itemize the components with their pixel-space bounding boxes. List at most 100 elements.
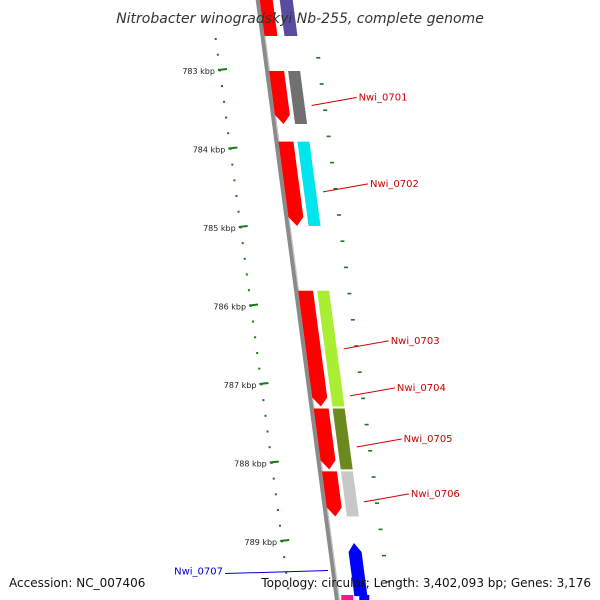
minor-tick-dot-outer — [361, 397, 366, 400]
gene-labels[interactable]: Nwi_0701 Nwi_0702 Nwi_0703 Nwi_0704 Nwi_0705… — [174, 92, 460, 577]
tick-mark — [269, 460, 279, 464]
gene-Nwi_0706[interactable] — [321, 471, 359, 517]
cds-block-partial[interactable] — [341, 595, 354, 600]
tick-label: 783 kbp — [182, 67, 215, 76]
tick-label: 789 kbp — [245, 538, 278, 547]
minor-tick-dot-inner — [283, 556, 286, 559]
cds-arrow[interactable] — [308, 369, 328, 407]
cds-arrow[interactable] — [321, 471, 342, 517]
label-leader-line — [322, 183, 369, 193]
minor-tick-dot-outer — [333, 188, 338, 190]
minor-tick-dot-inner — [245, 273, 248, 276]
minor-tick-dot-inner — [241, 242, 244, 245]
minor-tick-dot-outer — [350, 319, 355, 321]
minor-tick-dot-inner — [227, 132, 230, 135]
minor-tick-dot-inner — [262, 399, 265, 402]
gene-Nwi_0703[interactable] — [298, 290, 343, 391]
minor-tick-dot-inner — [237, 210, 240, 213]
minor-tick-dot-inner — [214, 38, 217, 40]
gene-Nwi_0702[interactable] — [278, 141, 321, 226]
minor-tick-dot-outer — [385, 581, 390, 583]
gene-label-Nwi_0705[interactable]: Nwi_0705 — [404, 434, 453, 445]
minor-tick-dot-outer — [357, 371, 362, 373]
tick-mark — [280, 539, 290, 542]
gene-features[interactable] — [259, 0, 370, 600]
tick-label: 784 kbp — [193, 146, 226, 155]
minor-tick-dot-inner — [256, 352, 259, 354]
minor-tick-dot-inner — [278, 524, 281, 527]
tick-label: 788 kbp — [234, 460, 267, 469]
minor-tick-dot-outer — [368, 450, 373, 452]
minor-tick-dot-inner — [276, 509, 279, 511]
minor-tick-dot-outer — [336, 214, 341, 216]
gene-feature-block[interactable] — [288, 71, 308, 124]
minor-tick-dot-outer — [343, 266, 348, 269]
minor-tick-dot-inner — [235, 195, 238, 197]
accession-text: Accession: NC_007406 — [9, 576, 145, 590]
cds-arrow[interactable] — [348, 543, 368, 597]
minor-tick-dot-inner — [252, 320, 255, 323]
label-leader-line — [349, 387, 396, 397]
minor-tick-dot-outer — [364, 423, 369, 426]
minor-tick-dot-inner — [272, 477, 275, 480]
label-leader-line — [311, 96, 357, 106]
tick-mark — [248, 303, 259, 307]
minor-tick-dot-inner — [266, 430, 269, 433]
feature-block-partial[interactable] — [279, 0, 298, 36]
minor-tick-dot-inner — [243, 257, 246, 260]
scale-ticks: 783 kbp 784 kbp 785 kbp 786 kbp 787 kbp 788 k… — [182, 67, 290, 547]
label-leader-line — [343, 340, 389, 350]
gene-label-Nwi_0707[interactable]: Nwi_0707 — [174, 567, 223, 578]
minor-tick-dot-outer — [330, 161, 335, 164]
gene-label-Nwi_0701[interactable]: Nwi_0701 — [359, 92, 408, 103]
minor-tick-dot-outer — [371, 476, 376, 478]
gene-label-Nwi_0706[interactable]: Nwi_0706 — [411, 489, 460, 500]
gene-feature-block[interactable] — [297, 141, 321, 226]
gene-label-Nwi_0702[interactable]: Nwi_0702 — [370, 179, 419, 190]
gene-label-Nwi_0704[interactable]: Nwi_0704 — [397, 383, 446, 394]
minor-tick-dot-outer — [323, 109, 328, 111]
gene-label-Nwi_0703[interactable]: Nwi_0703 — [391, 336, 440, 347]
gene-feature-block[interactable] — [332, 408, 353, 470]
minor-tick-dot-inner — [258, 367, 261, 370]
minor-tick-dot-inner — [285, 571, 288, 574]
tick-mark — [217, 68, 228, 71]
tick-mark — [259, 382, 269, 385]
tick-label: 786 kbp — [213, 303, 246, 312]
cds-arrow[interactable] — [278, 141, 304, 226]
gene-feature-block[interactable] — [340, 471, 359, 517]
minor-tick-dot-inner — [247, 289, 250, 292]
minor-tick-dot-outer — [381, 554, 386, 557]
map-title: Nitrobacter winogradskyi Nb-255, complet… — [116, 11, 484, 27]
gene-feature-block[interactable] — [327, 369, 345, 407]
tick-label: 787 kbp — [224, 381, 257, 390]
minor-tick-dot-inner — [225, 116, 228, 119]
minor-tick-dot-inner — [216, 53, 219, 56]
cds-arrow[interactable] — [269, 71, 290, 124]
minor-tick-dot-outer — [375, 502, 380, 504]
label-leader-line — [356, 438, 402, 448]
gene-feature-block[interactable] — [317, 290, 343, 391]
gene-Nwi_0701[interactable] — [269, 71, 308, 124]
minor-tick-dot-inner — [231, 163, 234, 166]
minor-tick-dot-inner — [233, 179, 236, 182]
minor-tick-dot-inner — [274, 493, 277, 496]
feature-block-partial[interactable] — [359, 595, 370, 600]
gene-Nwi_0707[interactable] — [348, 543, 368, 597]
cds-arrow[interactable] — [313, 408, 336, 470]
minor-tick-dot-inner — [220, 85, 223, 88]
tick-mark — [238, 225, 248, 228]
minor-tick-dot-outer — [378, 528, 383, 531]
minor-tick-dot-outer — [316, 57, 321, 59]
backbone-line — [255, 0, 339, 600]
minor-tick-dots — [214, 38, 390, 590]
cds-arrow[interactable] — [298, 290, 326, 391]
label-leader-line — [224, 570, 328, 575]
minor-tick-dot-inner — [264, 414, 267, 417]
gene-Nwi_0704[interactable] — [308, 369, 345, 407]
gene-Nwi_0705[interactable] — [313, 408, 353, 470]
tick-mark — [228, 146, 238, 150]
cds-block-partial[interactable] — [259, 0, 278, 36]
minor-tick-dot-outer — [319, 83, 324, 85]
